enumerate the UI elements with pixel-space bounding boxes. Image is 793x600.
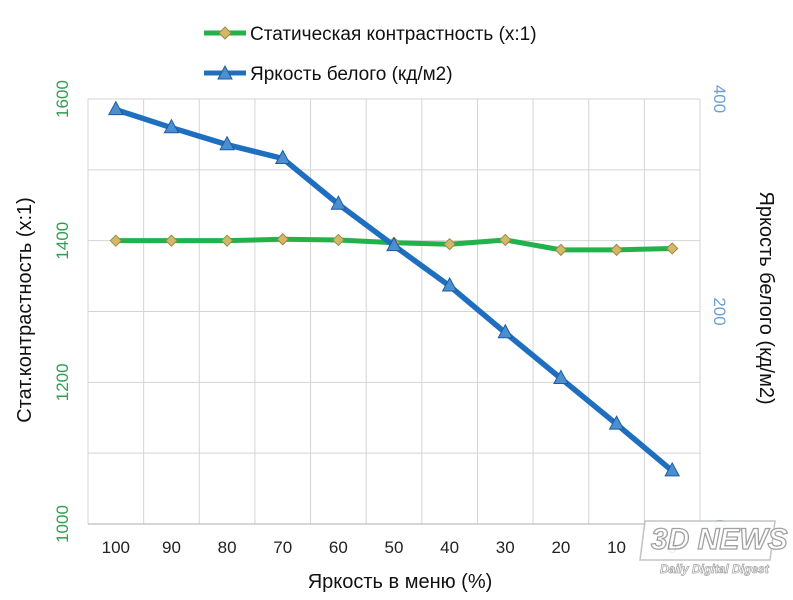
diamond-marker-icon — [218, 26, 232, 40]
data-point — [332, 233, 345, 247]
data-point — [274, 149, 291, 164]
x-tick-label: 90 — [162, 538, 181, 557]
legend-label-brightness: Яркость белого (кд/м2) — [250, 64, 453, 85]
left-tick-label: 1600 — [53, 80, 72, 118]
right-tick-label: 200 — [710, 297, 729, 325]
data-point — [553, 369, 569, 384]
data-point — [554, 243, 568, 257]
triangle-marker-icon — [217, 64, 233, 80]
x-tick-label: 80 — [218, 538, 237, 557]
data-point — [276, 233, 289, 246]
data-point — [499, 233, 512, 247]
x-axis-ticks: 1009080706050403020100 — [102, 538, 677, 557]
x-tick-label: 100 — [102, 538, 130, 557]
data-point — [109, 234, 123, 247]
data-point — [610, 243, 623, 257]
data-point — [165, 234, 178, 247]
data-point — [443, 238, 456, 251]
data-point — [219, 135, 235, 151]
right-axis-title: Яркость белого (кд/м2) — [755, 191, 777, 404]
watermark-logo: 3D NEWS Daily Digital Digest — [639, 520, 788, 576]
legend: Статическая контрастность (x:1) Яркость … — [204, 24, 537, 85]
left-tick-label: 1000 — [53, 505, 72, 543]
series-layer — [107, 100, 681, 477]
left-tick-label: 1200 — [53, 363, 72, 401]
x-tick-label: 20 — [551, 538, 570, 557]
series-brightness — [107, 100, 681, 477]
legend-label-contrast: Статическая контрастность (x:1) — [250, 24, 537, 45]
data-point — [665, 242, 679, 255]
watermark-logo-text: 3D NEWS — [651, 523, 788, 556]
x-tick-label: 10 — [607, 538, 626, 557]
data-point — [220, 234, 234, 247]
left-tick-label: 1400 — [53, 222, 72, 260]
data-point — [107, 100, 124, 116]
x-tick-label: 40 — [440, 538, 459, 557]
x-tick-label: 70 — [273, 538, 292, 557]
data-point — [386, 236, 402, 252]
data-point — [608, 415, 625, 430]
x-tick-label: 30 — [496, 538, 515, 557]
legend-item-brightness: Яркость белого (кд/м2) — [204, 64, 453, 85]
x-tick-label: 60 — [329, 538, 348, 557]
x-axis-title: Яркость в меню (%) — [308, 571, 493, 593]
watermark-tagline: Daily Digital Digest — [660, 562, 770, 576]
grid-lines — [87, 98, 701, 525]
left-axis-title: Стат.контрастность (x:1) — [14, 197, 36, 423]
x-tick-label: 50 — [385, 538, 404, 557]
data-point — [497, 323, 514, 339]
data-point — [441, 276, 458, 292]
right-tick-label: 400 — [710, 85, 729, 113]
data-point — [330, 195, 347, 210]
legend-item-contrast: Статическая контрастность (x:1) — [204, 24, 537, 45]
data-point — [163, 118, 180, 134]
left-axis-ticks: 1000 1200 1400 1600 — [53, 80, 72, 543]
data-point — [664, 461, 681, 477]
